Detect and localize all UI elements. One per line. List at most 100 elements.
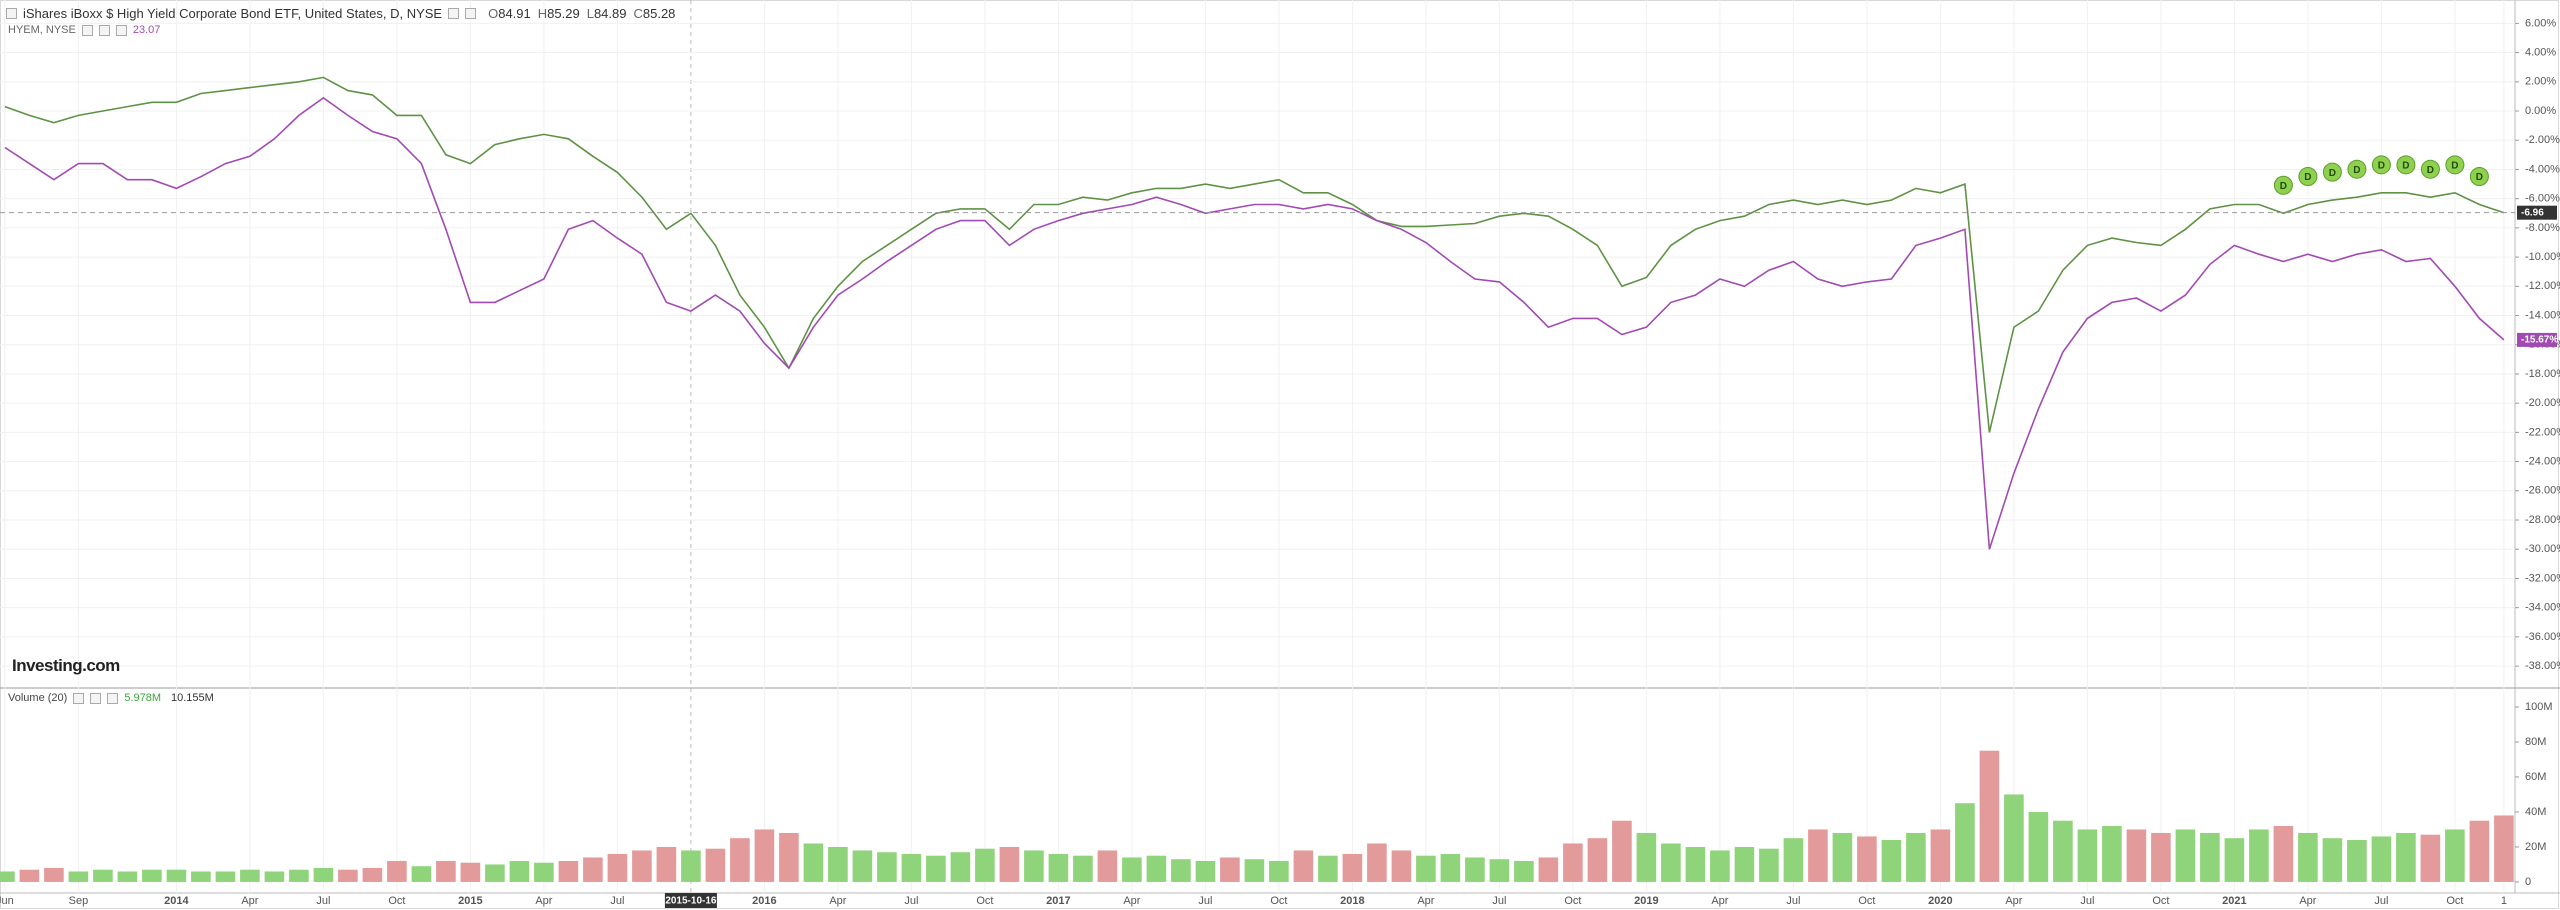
volume-bar bbox=[2224, 838, 2245, 882]
crosshair-label: 2015-10-16 bbox=[665, 896, 717, 907]
y-tick-label: -26.00% bbox=[2525, 485, 2560, 497]
y-tick-label: -10.00% bbox=[2525, 251, 2560, 263]
ohlc-readout: O 84.91 H 85.29 L 84.89 C 85.28 bbox=[488, 6, 682, 21]
y-tick-label: -18.00% bbox=[2525, 368, 2560, 380]
volume-bar bbox=[485, 864, 505, 882]
volume-bar bbox=[387, 860, 407, 882]
volume-tick-label: 0 bbox=[2525, 876, 2531, 888]
crosshair-label-box bbox=[664, 893, 717, 908]
volume-bar bbox=[2249, 829, 2269, 882]
volume-bar bbox=[681, 850, 701, 882]
ohlc-value: 85.29 bbox=[547, 6, 580, 21]
series-line bbox=[4, 96, 2505, 550]
volume-bar bbox=[191, 871, 211, 882]
volume-bar bbox=[1955, 803, 1975, 882]
close-button[interactable] bbox=[465, 8, 477, 19]
toggle-box[interactable] bbox=[6, 8, 17, 19]
dividend-label: D bbox=[2451, 160, 2458, 171]
volume-bar bbox=[779, 832, 799, 882]
volume-bar bbox=[509, 860, 530, 882]
volume-bar bbox=[2151, 832, 2171, 882]
volume-bar bbox=[2053, 820, 2073, 882]
volume-bar bbox=[1514, 860, 1534, 882]
volume-bar bbox=[1195, 860, 1216, 882]
volume-bar bbox=[975, 848, 995, 882]
series-name: iShares iBoxx $ High Yield Corporate Bon… bbox=[23, 6, 443, 21]
y-tick-label: -24.00% bbox=[2525, 455, 2560, 467]
volume-bar bbox=[142, 869, 162, 882]
volume-bar bbox=[828, 846, 848, 882]
dividend-label: D bbox=[2280, 181, 2287, 192]
x-tick-label: Jul bbox=[904, 895, 918, 907]
volume-tick-label: 20M bbox=[2525, 841, 2546, 853]
y-tick-label: 2.00% bbox=[2525, 76, 2556, 88]
series-line bbox=[4, 76, 2505, 433]
dividend-label: D bbox=[2427, 165, 2434, 176]
x-tick-label: 2021 bbox=[2222, 895, 2246, 907]
x-tick-label: Oct bbox=[2446, 895, 2463, 907]
close-button[interactable] bbox=[107, 692, 119, 704]
settings-button[interactable] bbox=[81, 24, 93, 36]
dividend-label: D bbox=[2402, 160, 2409, 171]
close-button[interactable] bbox=[115, 24, 127, 36]
volume-reading: 10.155M bbox=[171, 692, 214, 704]
volume-bar bbox=[2102, 825, 2122, 882]
volume-bar bbox=[803, 843, 824, 882]
volume-bar bbox=[1538, 857, 1559, 882]
x-tick-label: Oct bbox=[1270, 895, 1287, 907]
dividend-label: D bbox=[2329, 168, 2336, 179]
y-tick-label: -32.00% bbox=[2525, 572, 2560, 584]
volume-bar bbox=[2420, 834, 2441, 882]
settings-button[interactable] bbox=[98, 24, 110, 36]
x-tick-label: Apr bbox=[241, 895, 258, 907]
x-tick-label: Oct bbox=[2152, 895, 2169, 907]
dividend-marker bbox=[2371, 155, 2391, 175]
x-tick-label: Apr bbox=[535, 895, 552, 907]
volume-tick-label: 100M bbox=[2525, 701, 2553, 713]
volume-bar bbox=[1685, 846, 1706, 882]
volume-bar bbox=[1097, 850, 1118, 882]
x-tick-label: Oct bbox=[388, 895, 405, 907]
y-tick-label: -12.00% bbox=[2525, 280, 2560, 292]
volume-bar bbox=[1612, 820, 1632, 882]
last-price: 23.07 bbox=[132, 24, 161, 36]
series-name: HYEM, NYSE bbox=[8, 24, 76, 36]
volume-bar bbox=[1881, 839, 1902, 882]
settings-button[interactable] bbox=[73, 692, 85, 704]
y-tick-label: -30.00% bbox=[2525, 543, 2560, 555]
y-tick-label: -36.00% bbox=[2525, 631, 2560, 643]
settings-button[interactable] bbox=[90, 692, 102, 704]
volume-bar bbox=[1318, 855, 1338, 882]
volume-bar bbox=[313, 867, 334, 882]
volume-bar bbox=[730, 838, 750, 882]
volume-bar bbox=[2494, 815, 2514, 882]
volume-bar bbox=[705, 848, 726, 882]
volume-bar bbox=[2004, 794, 2024, 882]
x-tick-label: 2014 bbox=[164, 895, 189, 907]
volume-bar bbox=[1367, 843, 1387, 882]
volume-bar bbox=[2175, 829, 2196, 882]
volume-bar bbox=[1832, 832, 1853, 882]
volume-bar bbox=[1710, 850, 1730, 882]
x-tick-label: Jul bbox=[2374, 895, 2388, 907]
volume-bar bbox=[289, 869, 309, 882]
x-tick-label: 2017 bbox=[1046, 895, 1070, 907]
volume-bar bbox=[1465, 857, 1485, 882]
volume-bar bbox=[215, 871, 236, 882]
x-tick-label: Jul bbox=[1198, 895, 1212, 907]
y-tick-label: -20.00% bbox=[2525, 397, 2560, 409]
y-tick-label: -22.00% bbox=[2525, 426, 2560, 438]
volume-bar bbox=[1391, 850, 1412, 882]
volume-bar bbox=[362, 867, 383, 882]
x-tick-label: 2016 bbox=[752, 895, 776, 907]
settings-button[interactable] bbox=[448, 8, 460, 19]
volume-bar bbox=[1342, 853, 1363, 882]
x-tick-label: 2020 bbox=[1928, 895, 1952, 907]
volume-bar bbox=[460, 862, 481, 882]
volume-legend: Volume (20) 5.978M 10.155M bbox=[8, 692, 214, 704]
y-tick-label: -14.00% bbox=[2525, 309, 2560, 321]
volume-readings: 5.978M 10.155M bbox=[124, 692, 214, 704]
volume-bar bbox=[19, 869, 40, 882]
dividend-label: D bbox=[2304, 172, 2311, 183]
volume-bar bbox=[2445, 829, 2465, 882]
